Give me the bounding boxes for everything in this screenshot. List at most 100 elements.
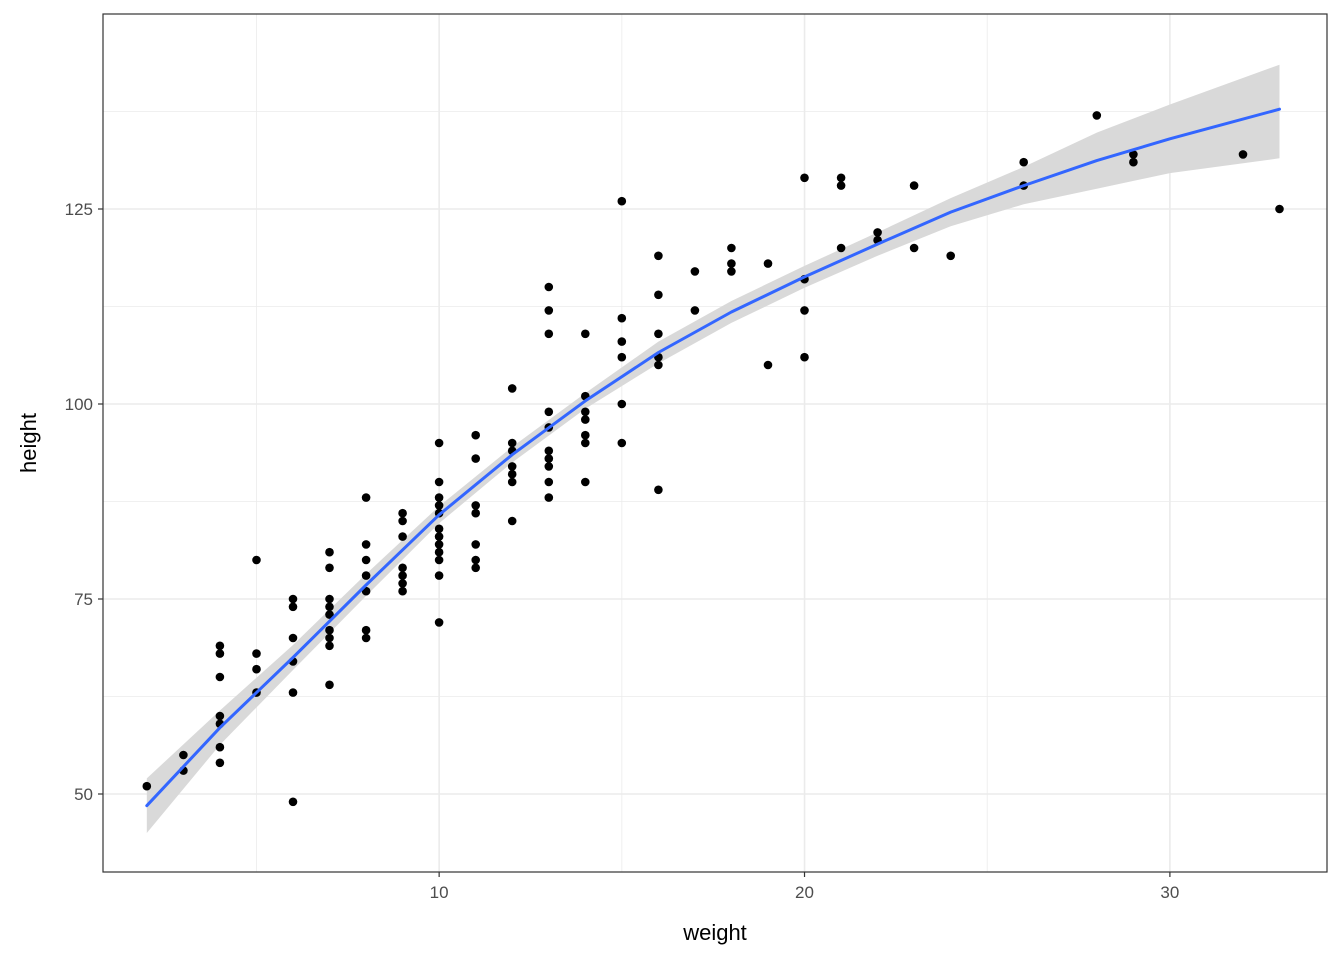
data-point [544, 462, 554, 471]
data-point [581, 329, 590, 339]
data-point [544, 306, 554, 315]
data-point [325, 680, 334, 690]
data-point [471, 540, 481, 549]
data-point [1129, 157, 1138, 167]
data-point [325, 610, 334, 619]
data-point [434, 524, 444, 534]
data-point [434, 547, 444, 557]
data-point [690, 267, 700, 276]
data-point [727, 267, 736, 276]
data-point [434, 532, 444, 541]
x-axis: 10 20 30 [430, 872, 1179, 902]
data-point [581, 438, 590, 448]
smooth-line-layer [145, 107, 1281, 808]
data-point [325, 563, 334, 573]
y-tick-label: 75 [74, 590, 93, 609]
y-tick-label: 50 [74, 785, 93, 804]
y-axis-title: height [16, 413, 41, 473]
data-point [544, 446, 554, 456]
data-point [727, 259, 736, 268]
data-point [288, 633, 298, 643]
data-point [1275, 204, 1284, 214]
data-point [544, 493, 554, 502]
data-point [215, 649, 225, 658]
data-point [800, 306, 809, 315]
data-point [434, 555, 444, 565]
data-point [507, 384, 517, 393]
data-point [325, 633, 334, 643]
data-point [215, 711, 225, 721]
data-point [544, 477, 554, 487]
data-point [507, 438, 517, 448]
data-point [252, 649, 261, 658]
data-point [909, 243, 919, 253]
data-point [873, 228, 882, 237]
data-point [252, 555, 261, 565]
smooth-line [145, 107, 1281, 808]
data-point [325, 547, 334, 557]
confidence-band-layer [146, 64, 1280, 833]
data-point [471, 508, 481, 518]
data-point [544, 282, 554, 292]
data-point [252, 664, 261, 674]
data-point [690, 306, 700, 315]
data-point [434, 571, 444, 580]
data-point [617, 313, 627, 323]
data-point [288, 602, 298, 612]
gridlines [103, 14, 1327, 872]
data-point [471, 563, 481, 573]
x-tick-label: 10 [430, 883, 449, 902]
data-point [544, 407, 554, 417]
data-point [581, 415, 590, 424]
data-point [398, 532, 407, 541]
data-point [215, 641, 225, 651]
data-point [325, 625, 334, 635]
data-point [1092, 111, 1102, 120]
data-point [434, 477, 444, 487]
y-tick-label: 125 [65, 200, 93, 219]
data-point [434, 618, 444, 627]
data-point [142, 781, 152, 791]
confidence-band [146, 64, 1280, 833]
data-point [398, 563, 407, 573]
data-point [544, 454, 554, 463]
data-point [617, 337, 627, 346]
data-point [325, 602, 334, 612]
data-point [398, 586, 407, 596]
data-point [727, 243, 736, 253]
data-point [544, 329, 554, 339]
data-point [215, 742, 225, 752]
data-point [434, 438, 444, 448]
data-point [398, 508, 407, 518]
data-point [1238, 150, 1248, 159]
data-point [398, 571, 407, 580]
data-point [288, 797, 298, 807]
data-point [581, 477, 590, 487]
data-point [836, 181, 846, 190]
data-point [288, 594, 298, 604]
data-point [1019, 157, 1028, 167]
data-point [471, 454, 481, 463]
data-point [654, 251, 663, 261]
data-point [617, 438, 627, 448]
data-point [398, 516, 407, 526]
data-point [361, 633, 371, 643]
data-point [288, 688, 298, 697]
data-point [325, 594, 334, 604]
data-point [434, 493, 444, 502]
data-point [800, 352, 809, 362]
data-point [654, 485, 663, 495]
data-point [654, 360, 663, 370]
y-axis: 50 75 100 125 [65, 200, 103, 804]
data-point [398, 579, 407, 588]
data-point [215, 758, 225, 768]
x-axis-title: weight [682, 920, 747, 945]
data-point [471, 501, 481, 510]
data-point [654, 329, 663, 339]
data-point [507, 469, 517, 479]
data-point [507, 462, 517, 471]
data-point [361, 571, 371, 580]
data-point [617, 352, 627, 362]
data-point [471, 555, 481, 565]
data-point [1129, 150, 1138, 159]
